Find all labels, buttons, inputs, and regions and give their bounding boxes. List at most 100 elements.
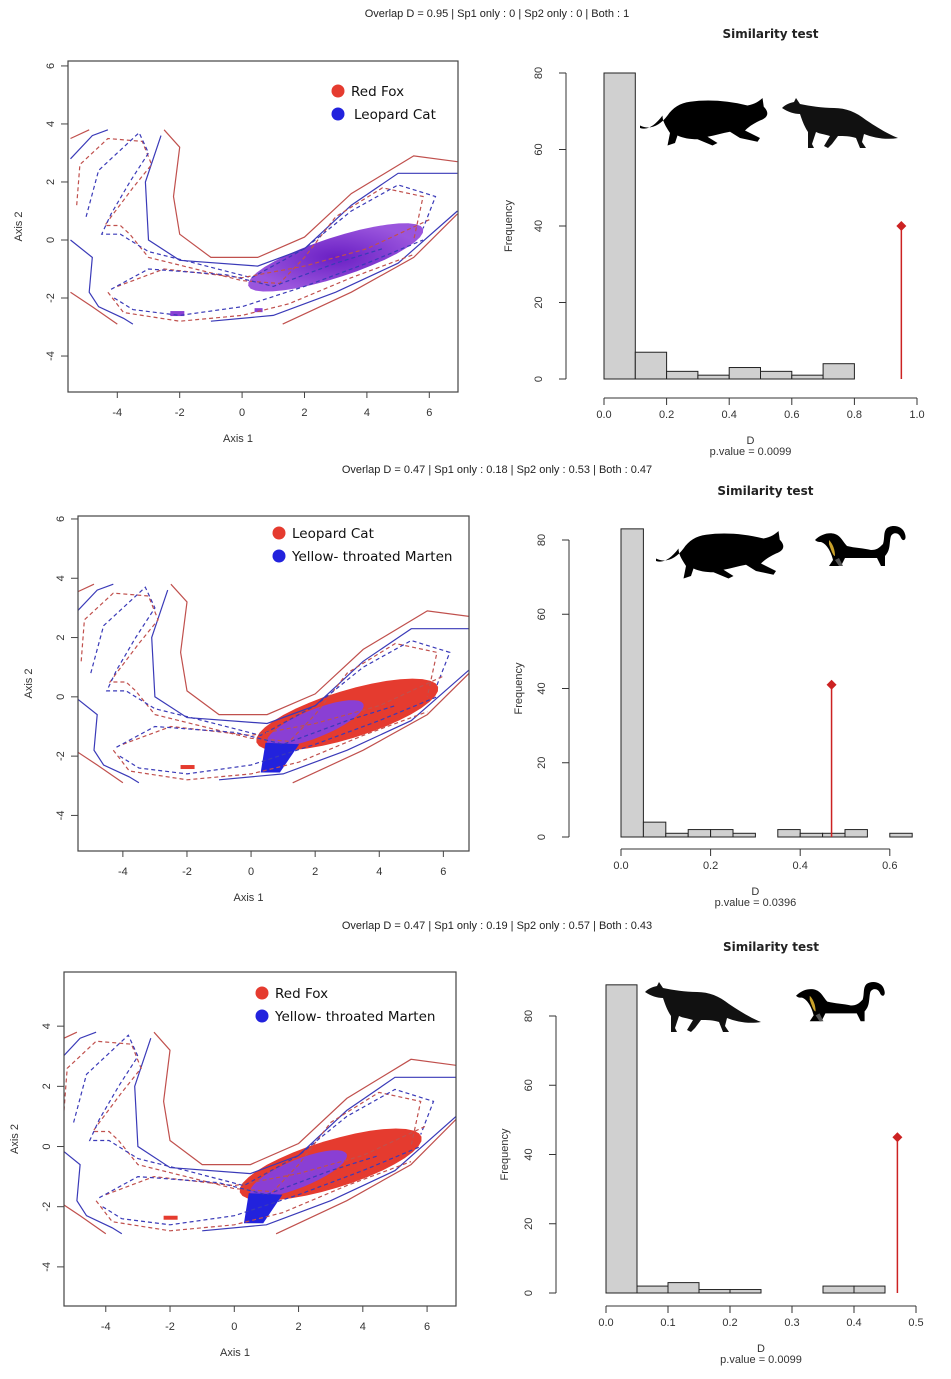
- x-tick-label: 0.3: [784, 1317, 799, 1329]
- x-tick-label: 2: [301, 407, 307, 419]
- histogram-title: Similarity test: [717, 484, 813, 498]
- legend-marker: [255, 1009, 269, 1023]
- species2-contour: [134, 1038, 456, 1175]
- x-axis-label: Axis 1: [234, 892, 264, 904]
- x-tick-label: 4: [376, 866, 382, 878]
- species2-contour: [64, 1031, 97, 1057]
- p-value-label: p.value = 0.0099: [710, 446, 792, 458]
- overlap-region: [170, 311, 185, 317]
- y-tick-label: -4: [55, 811, 67, 821]
- fox-silhouette: [645, 982, 761, 1032]
- histogram-bar: [642, 821, 667, 838]
- y-tick-label: 40: [523, 1148, 535, 1160]
- x-axis-label: Axis 1: [223, 433, 253, 445]
- species1-contour: [292, 672, 469, 784]
- y-tick-label: -4: [45, 351, 57, 361]
- histogram-bar: [605, 984, 638, 1294]
- x-tick-label: 0: [248, 866, 254, 878]
- legend-marker: [255, 986, 269, 1000]
- histogram-bar: [667, 1282, 700, 1294]
- y-axis-label: Frequency: [503, 200, 515, 252]
- species2-contour: [113, 239, 424, 317]
- histogram-bar: [822, 363, 855, 380]
- x-tick-label: 2: [295, 1321, 301, 1333]
- y-axis-label: Axis 2: [13, 212, 25, 242]
- species1-contour: [64, 1040, 422, 1193]
- p-value-label: p.value = 0.0099: [720, 1354, 802, 1366]
- y-axis-label: Frequency: [499, 1128, 511, 1180]
- x-tick-label: 0.8: [847, 409, 862, 421]
- y-tick-label: 60: [523, 1079, 535, 1091]
- x-tick-label: -4: [118, 866, 128, 878]
- histogram-bar: [728, 367, 762, 380]
- legend-label: Yellow- throated Marten: [274, 1009, 435, 1025]
- y-tick-label: 80: [536, 534, 548, 546]
- x-tick-label: -2: [175, 407, 185, 419]
- y-tick-label: 80: [533, 67, 545, 79]
- legend-marker: [272, 549, 286, 563]
- marten-silhouette: [815, 526, 906, 566]
- species1-contour: [170, 583, 469, 716]
- y-tick-label: 20: [523, 1218, 535, 1230]
- niche-plot: -4 -2 0 2 4 6 Axis 1 6 4 2 0 -2 -4 Axis 2 Leopard Cat Y…: [23, 515, 470, 904]
- legend-label: Leopard Cat: [292, 526, 374, 542]
- y-tick-label: 80: [523, 1010, 535, 1022]
- niche-plot-area: [70, 129, 458, 325]
- species2-contour: [64, 1150, 123, 1235]
- x-tick-label: 0.2: [703, 860, 718, 872]
- x-tick-label: 0.2: [722, 1317, 737, 1329]
- y-tick-label: 0: [45, 237, 57, 243]
- species1-contour: [117, 219, 430, 287]
- x-tick-label: -2: [182, 866, 192, 878]
- x-tick-label: -4: [112, 407, 122, 419]
- cat-silhouette: [656, 531, 784, 579]
- histogram-bar: [710, 829, 734, 838]
- observed-value-marker: [892, 1132, 903, 1143]
- y-tick-label: 40: [536, 682, 548, 694]
- legend: Leopard Cat Yellow- throated Marten: [272, 526, 452, 565]
- y-tick-label: -2: [55, 751, 67, 761]
- x-tick-label: 0.0: [598, 1317, 613, 1329]
- x-tick-label: 0.1: [660, 1317, 675, 1329]
- histogram-bar: [729, 1289, 762, 1294]
- y-tick-label: -4: [41, 1262, 53, 1272]
- species1-contour: [64, 1031, 78, 1039]
- legend: Red Fox Yellow- throated Marten: [255, 986, 435, 1025]
- species2-contour: [70, 239, 134, 325]
- species2-contour: [102, 1145, 421, 1226]
- species2-contour: [218, 669, 469, 781]
- species1-contour: [275, 1118, 456, 1235]
- cat-silhouette: [640, 98, 768, 146]
- niche-plot: -4 -2 0 2 4 6 Axis 1 6 4 2 0 -2 -4 Axis 2 Red Fox Leopa…: [13, 60, 459, 445]
- y-tick-label: 20: [536, 757, 548, 769]
- legend-label: Leopard Cat: [354, 107, 436, 123]
- species2-contour: [144, 135, 458, 267]
- species1-contour: [112, 711, 428, 781]
- x-tick-label: 0.4: [722, 409, 737, 421]
- y-tick-label: 4: [41, 1023, 53, 1029]
- x-tick-label: 0.2: [659, 409, 674, 421]
- species1-contour: [122, 675, 444, 745]
- niche-plot-area: [64, 1031, 456, 1235]
- fox-silhouette: [782, 98, 898, 148]
- species2-contour: [151, 589, 469, 725]
- species2-contour: [70, 129, 109, 160]
- histogram: Similarity test 0 20 40 60 80 Frequency 0.0 0.2 0…: [503, 27, 925, 458]
- species1-contour: [80, 592, 438, 742]
- histogram-bar: [634, 351, 668, 380]
- y-tick-label: 4: [45, 121, 57, 127]
- x-tick-label: 0: [239, 407, 245, 419]
- histogram-bar: [603, 72, 636, 380]
- plot-frame: [67, 60, 459, 393]
- x-tick-label: 1.0: [909, 409, 924, 421]
- legend-label: Red Fox: [351, 84, 404, 100]
- species1-contour: [64, 1204, 107, 1235]
- species1-contour: [163, 129, 458, 258]
- x-tick-label: 0.0: [596, 409, 611, 421]
- species1-contour: [70, 129, 90, 140]
- niche-plot: -4 -2 0 2 4 6 Axis 1 4 2 0 -2 -4 Axis 2 Red Fox Yellow…: [9, 971, 457, 1359]
- legend: Red Fox Leopard Cat: [331, 84, 436, 123]
- histogram: Similarity test 0 20 40 60 80 Frequency 0.0 0.2 0…: [513, 484, 913, 909]
- histogram-bar: [791, 374, 824, 380]
- histogram-bar: [636, 1285, 669, 1294]
